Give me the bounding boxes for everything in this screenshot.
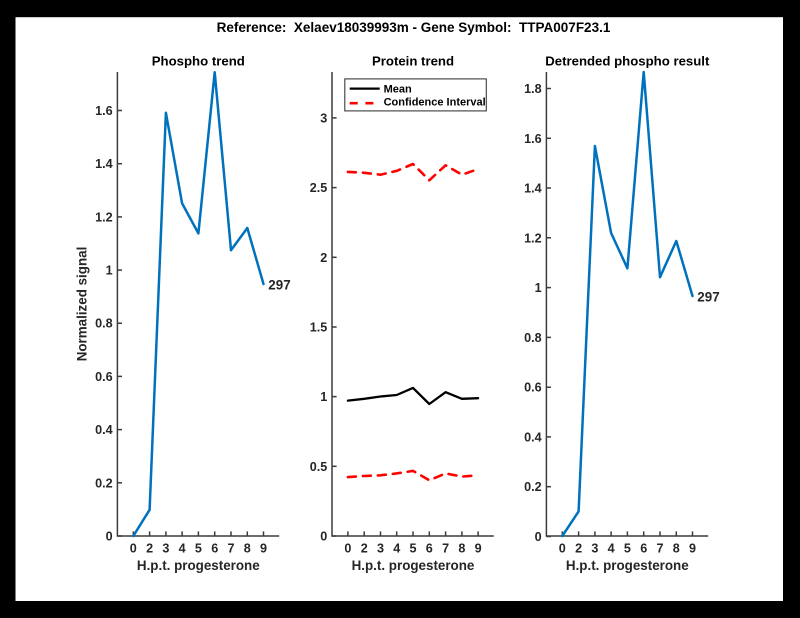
- svg-text:8: 8: [458, 542, 465, 556]
- svg-text:1.8: 1.8: [524, 82, 542, 96]
- svg-text:1.6: 1.6: [95, 104, 113, 118]
- svg-text:5: 5: [409, 542, 416, 556]
- svg-text:4: 4: [393, 542, 400, 556]
- svg-text:1.2: 1.2: [524, 231, 542, 245]
- svg-text:Detrended phospho result: Detrended phospho result: [545, 54, 710, 69]
- svg-text:0.4: 0.4: [95, 423, 113, 437]
- svg-text:2.5: 2.5: [310, 181, 328, 195]
- svg-text:0.6: 0.6: [524, 381, 542, 395]
- svg-text:3: 3: [162, 542, 169, 556]
- svg-text:0.2: 0.2: [524, 480, 542, 494]
- svg-text:0: 0: [130, 542, 137, 556]
- svg-text:297: 297: [697, 289, 719, 304]
- svg-text:1: 1: [320, 390, 327, 404]
- svg-text:Phospho trend: Phospho trend: [152, 54, 245, 69]
- svg-text:1.4: 1.4: [524, 182, 542, 196]
- svg-text:8: 8: [673, 542, 680, 556]
- svg-text:Mean: Mean: [384, 83, 412, 95]
- svg-text:0.8: 0.8: [95, 317, 113, 331]
- svg-text:7: 7: [442, 542, 449, 556]
- svg-text:2: 2: [575, 542, 582, 556]
- svg-text:1.6: 1.6: [524, 132, 542, 146]
- svg-text:0.2: 0.2: [95, 476, 113, 490]
- svg-text:9: 9: [260, 542, 267, 556]
- svg-text:0: 0: [535, 530, 542, 544]
- svg-text:0.6: 0.6: [95, 370, 113, 384]
- svg-text:297: 297: [268, 277, 290, 292]
- svg-text:7: 7: [227, 542, 234, 556]
- svg-text:0: 0: [344, 542, 351, 556]
- svg-text:7: 7: [656, 542, 663, 556]
- svg-text:0.4: 0.4: [524, 430, 542, 444]
- svg-text:6: 6: [640, 542, 647, 556]
- svg-text:2: 2: [361, 542, 368, 556]
- svg-text:8: 8: [244, 542, 251, 556]
- svg-text:1: 1: [535, 281, 542, 295]
- svg-text:3: 3: [377, 542, 384, 556]
- svg-text:2: 2: [320, 251, 327, 265]
- svg-text:H.p.t. progesterone: H.p.t. progesterone: [137, 558, 260, 573]
- svg-text:H.p.t. progesterone: H.p.t. progesterone: [566, 558, 689, 573]
- svg-text:1.5: 1.5: [310, 321, 328, 335]
- svg-text:1.2: 1.2: [95, 210, 113, 224]
- svg-text:0.8: 0.8: [524, 331, 542, 345]
- svg-text:6: 6: [426, 542, 433, 556]
- svg-text:5: 5: [624, 542, 631, 556]
- svg-text:0.5: 0.5: [310, 460, 328, 474]
- svg-text:3: 3: [320, 111, 327, 125]
- svg-text:5: 5: [195, 542, 202, 556]
- svg-text:H.p.t. progesterone: H.p.t. progesterone: [352, 558, 475, 573]
- svg-text:1.4: 1.4: [95, 157, 113, 171]
- svg-text:1: 1: [106, 264, 113, 278]
- svg-text:0: 0: [320, 530, 327, 544]
- svg-text:Protein trend: Protein trend: [372, 54, 454, 69]
- svg-text:3: 3: [591, 542, 598, 556]
- svg-text:2: 2: [146, 542, 153, 556]
- svg-text:9: 9: [689, 542, 696, 556]
- svg-text:9: 9: [475, 542, 482, 556]
- svg-text:0: 0: [106, 530, 113, 544]
- svg-text:4: 4: [179, 542, 186, 556]
- svg-text:0: 0: [559, 542, 566, 556]
- svg-text:Normalized signal: Normalized signal: [75, 247, 90, 362]
- svg-text:Confidence Interval: Confidence Interval: [384, 97, 486, 109]
- svg-text:Reference: Xelaev18039993m -: Reference: Xelaev18039993m - Gene Symbol…: [217, 20, 611, 35]
- svg-text:6: 6: [211, 542, 218, 556]
- svg-text:4: 4: [608, 542, 615, 556]
